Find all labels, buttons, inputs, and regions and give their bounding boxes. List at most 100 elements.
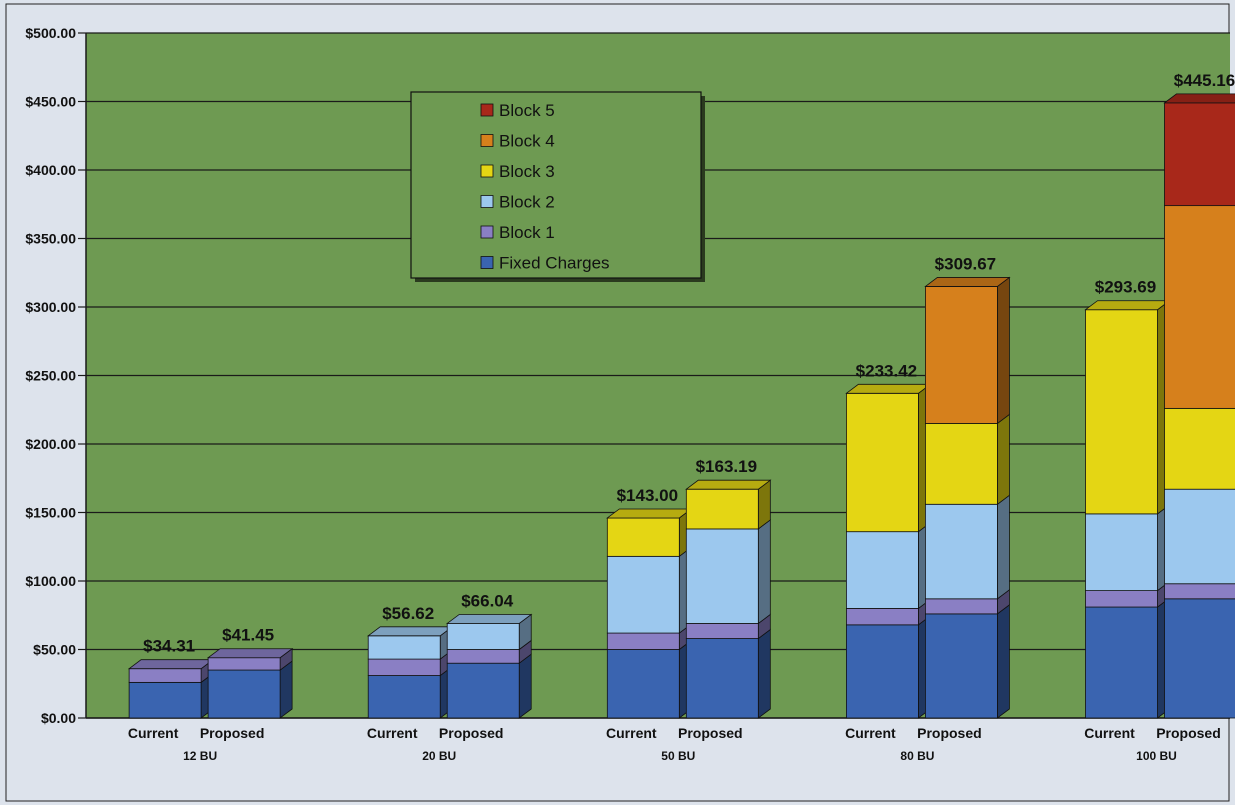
bar-block-2 (1085, 513, 1158, 591)
bar-block-2 (367, 635, 441, 660)
legend-swatch (480, 103, 494, 117)
bar-top-face (1084, 300, 1171, 311)
bar-block-1 (606, 632, 680, 650)
bar-block-1 (446, 649, 520, 664)
bar-block-1 (128, 668, 202, 683)
bar-block-3 (925, 423, 998, 505)
x-tick-label: Current (845, 725, 896, 741)
bar-block-2-side (757, 519, 771, 625)
bar-block-2-side (997, 494, 1010, 600)
total-label: $41.45 (222, 626, 274, 645)
legend-swatch (480, 134, 494, 147)
x-tick-label: Current (1084, 725, 1135, 741)
legend-label: Block 3 (499, 162, 555, 181)
bar-top-face (127, 659, 215, 670)
x-tick-label: Proposed (439, 725, 504, 741)
bar-block-1 (685, 623, 759, 639)
legend (410, 91, 702, 279)
bar-block-2 (1164, 488, 1235, 585)
y-tick-label: $200.00 (25, 436, 76, 452)
group-label: 100 BU (1136, 749, 1177, 763)
bar-fixed-charges (367, 675, 441, 719)
bar-top-face (206, 648, 294, 659)
bar-block-1 (207, 657, 281, 671)
legend-swatch (480, 195, 494, 208)
x-tick-label: Proposed (1156, 725, 1221, 741)
bar-fixed-charges (685, 638, 759, 719)
bar-block-1 (1164, 583, 1235, 600)
bar-fixed-charges-side (279, 660, 293, 719)
bar-fixed-charges (925, 613, 998, 719)
bar-block-2 (685, 528, 759, 624)
bar-block-3 (1164, 407, 1235, 490)
total-label: $143.00 (617, 486, 678, 505)
legend-label: Block 4 (499, 132, 555, 151)
total-label: $309.67 (935, 254, 996, 273)
bar-fixed-charges (846, 624, 919, 719)
bar-block-4 (1164, 205, 1235, 409)
group-label: 20 BU (422, 749, 456, 763)
total-label: $293.69 (1095, 278, 1156, 297)
y-tick-label: $150.00 (25, 505, 76, 521)
total-label: $34.31 (143, 637, 195, 656)
bar-top-face (446, 614, 533, 624)
total-label: $66.04 (461, 591, 514, 610)
bar-block-3 (846, 392, 919, 533)
bar-block-2 (446, 623, 520, 650)
y-tick-label: $350.00 (25, 231, 76, 247)
bar-fixed-charges-side (518, 653, 532, 719)
bar-block-1 (925, 598, 998, 615)
bar-block-4 (925, 286, 998, 424)
total-label: $233.42 (856, 361, 917, 380)
bar-block-3 (1085, 309, 1158, 515)
y-tick-label: $400.00 (25, 162, 76, 178)
y-tick-label: $0.00 (41, 710, 76, 726)
legend-label: Block 5 (499, 101, 555, 120)
total-label: $445.16 (1174, 71, 1235, 90)
legend-label: Fixed Charges (499, 254, 610, 273)
bar-block-3-side (997, 413, 1010, 506)
bar-top-face (367, 626, 454, 637)
x-tick-label: Proposed (678, 725, 743, 741)
bar-fixed-charges-side (757, 628, 771, 719)
bar-fixed-charges-side (997, 604, 1010, 719)
bar-block-4-side (997, 276, 1010, 425)
y-tick-label: $300.00 (25, 299, 76, 315)
y-tick-label: $50.00 (33, 642, 76, 658)
bar-top-face (606, 508, 693, 519)
bar-fixed-charges (606, 649, 680, 719)
legend-swatch (480, 164, 494, 178)
y-tick-label: $100.00 (25, 573, 76, 589)
bar-block-3 (606, 517, 680, 557)
legend-swatch (480, 225, 494, 239)
group-label: 50 BU (661, 749, 695, 763)
bar-fixed-charges (128, 681, 202, 719)
bar-top-face (1163, 93, 1235, 104)
y-tick-label: $500.00 (25, 25, 76, 41)
x-tick-label: Proposed (200, 725, 265, 741)
bar-block-1 (1085, 590, 1158, 608)
bar-block-2 (925, 503, 998, 600)
x-tick-label: Current (128, 725, 179, 741)
bar-block-3 (685, 488, 759, 530)
y-tick-label: $450.00 (25, 94, 76, 110)
x-tick-label: Proposed (917, 725, 982, 741)
bar-fixed-charges (446, 662, 520, 719)
bar-top-face (845, 383, 932, 394)
bar-block-1 (367, 658, 441, 676)
bar-block-2 (846, 531, 919, 609)
legend-label: Block 2 (499, 193, 555, 212)
group-label: 12 BU (183, 749, 217, 763)
x-tick-label: Current (367, 725, 418, 741)
y-tick-label: $250.00 (25, 368, 76, 384)
bar-top-face (685, 479, 772, 490)
legend-swatch (480, 256, 494, 269)
x-tick-label: Current (606, 725, 657, 741)
group-label: 80 BU (900, 749, 934, 763)
bar-block-2 (606, 555, 680, 634)
total-label: $163.19 (696, 457, 757, 476)
bar-fixed-charges (1085, 606, 1158, 719)
bar-block-5 (1164, 102, 1235, 207)
